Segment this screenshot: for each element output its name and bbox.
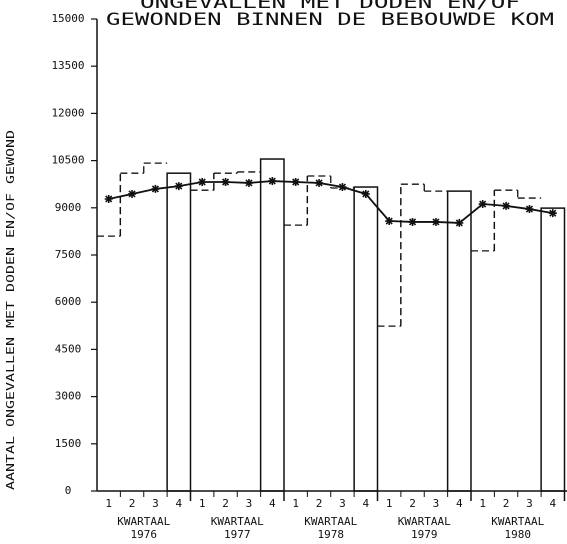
star-marker	[478, 200, 487, 209]
x-tick-label: 1	[479, 497, 486, 510]
star-marker	[455, 218, 464, 227]
group-label: KWARTAAL	[398, 515, 451, 528]
y-tick-label: 6000	[55, 295, 82, 308]
x-tick-label: 3	[339, 497, 346, 510]
group-label: KWARTAAL	[211, 515, 264, 528]
y-tick-label: 1500	[55, 437, 82, 450]
y-tick-label: 3000	[55, 390, 82, 403]
y-tick-label: 13500	[51, 59, 84, 72]
x-tick-label: 2	[316, 497, 323, 510]
x-tick-label: 3	[526, 497, 533, 510]
star-marker	[268, 177, 277, 186]
x-tick-label: 4	[176, 497, 183, 510]
chart-title: ONGEVALLEN MET DODEN EN/OF	[140, 0, 520, 13]
x-tick-label: 2	[222, 497, 229, 510]
group-label: KWARTAAL	[491, 515, 544, 528]
group-year: 1980	[505, 528, 532, 541]
y-axis-label: AANTAL ONGEVALLEN MET DODEN EN/OF GEWOND	[4, 130, 17, 490]
star-marker	[431, 217, 440, 226]
y-tick-label: 4500	[55, 342, 82, 355]
star-marker	[221, 177, 230, 186]
star-marker	[315, 178, 324, 187]
bar	[259, 158, 285, 492]
x-tick-label: 3	[152, 497, 159, 510]
star-marker	[502, 201, 511, 210]
x-tick-label: 4	[550, 497, 557, 510]
x-tick-label: 4	[456, 497, 463, 510]
y-tick-label: 15000	[51, 12, 84, 25]
group-label: KWARTAAL	[304, 515, 357, 528]
y-tick-label: 7500	[55, 248, 82, 261]
star-marker	[548, 209, 557, 218]
star-marker	[408, 217, 417, 226]
bar	[166, 172, 192, 492]
group-year: 1979	[411, 528, 438, 541]
y-tick-label: 9000	[55, 201, 82, 214]
star-marker	[525, 205, 534, 214]
x-tick-label: 1	[199, 497, 206, 510]
star-marker	[128, 189, 137, 198]
x-tick-label: 2	[129, 497, 136, 510]
x-tick-label: 1	[105, 497, 112, 510]
chart-title: GEWONDEN BINNEN DE BEBOUWDE KOM	[106, 10, 554, 30]
x-tick-label: 1	[292, 497, 299, 510]
y-tick-label: 0	[65, 484, 72, 497]
star-marker	[338, 183, 347, 192]
y-tick-label: 12000	[51, 106, 84, 119]
x-tick-label: 3	[246, 497, 253, 510]
y-tick-label: 10500	[51, 154, 84, 167]
x-tick-label: 4	[269, 497, 276, 510]
bar	[446, 190, 472, 492]
star-marker	[104, 194, 113, 203]
star-marker	[291, 177, 300, 186]
star-marker	[385, 217, 394, 226]
star-marker	[198, 177, 207, 186]
x-tick-label: 3	[433, 497, 440, 510]
x-tick-label: 4	[363, 497, 370, 510]
star-marker	[174, 182, 183, 191]
x-tick-label: 2	[409, 497, 416, 510]
bar	[540, 207, 566, 492]
star-marker	[244, 178, 253, 187]
star-marker	[361, 189, 370, 198]
star-marker	[151, 184, 160, 193]
group-label: KWARTAAL	[117, 515, 170, 528]
group-year: 1976	[131, 528, 158, 541]
group-year: 1978	[318, 528, 345, 541]
group-year: 1977	[224, 528, 251, 541]
bar	[353, 186, 379, 492]
x-tick-label: 1	[386, 497, 393, 510]
x-tick-label: 2	[503, 497, 510, 510]
